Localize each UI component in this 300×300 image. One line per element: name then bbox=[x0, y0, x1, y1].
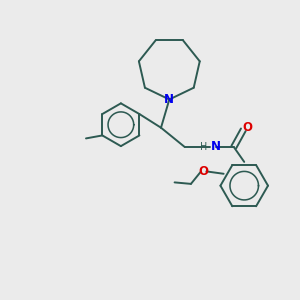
Text: O: O bbox=[198, 165, 208, 178]
Text: O: O bbox=[242, 121, 252, 134]
Text: H: H bbox=[200, 142, 207, 152]
Text: N: N bbox=[164, 93, 174, 106]
Text: N: N bbox=[211, 140, 220, 153]
